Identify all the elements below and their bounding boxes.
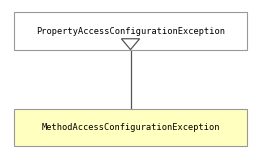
Polygon shape (121, 39, 140, 50)
Text: MethodAccessConfigurationException: MethodAccessConfigurationException (41, 123, 220, 132)
Bar (14, 12, 247, 50)
Bar (14, 108, 247, 146)
Text: PropertyAccessConfigurationException: PropertyAccessConfigurationException (36, 27, 225, 35)
